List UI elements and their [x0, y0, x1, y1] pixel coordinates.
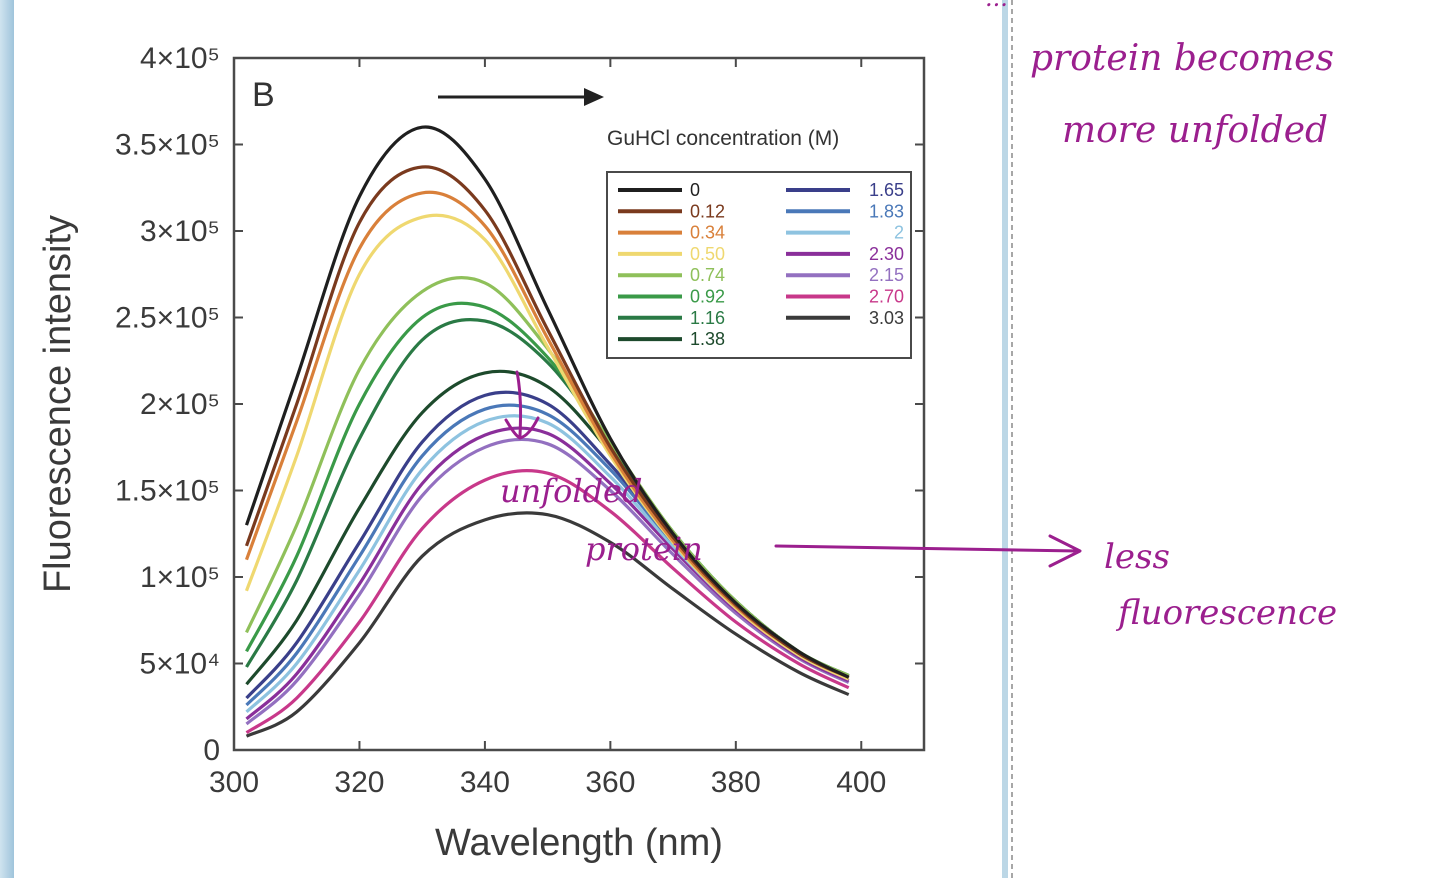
legend-label: 1.16 — [690, 308, 725, 328]
note-mid-line2: protein — [585, 530, 703, 568]
series-line-2.70 — [245, 469, 850, 735]
legend-label: 1.38 — [690, 329, 725, 349]
x-tick-label: 380 — [711, 766, 761, 799]
x-axis-title: Wavelength (nm) — [435, 822, 723, 864]
legend-label: 0.92 — [690, 287, 725, 307]
handwritten-annotations: ... protein becomes more unfolded unfold… — [500, 0, 1337, 633]
y-tick-label: 2×10⁵ — [140, 388, 220, 421]
panel-label: B — [252, 76, 275, 114]
down-arrow-ink — [504, 370, 540, 440]
x-tick-label: 400 — [836, 766, 886, 799]
legend-label: 2.15 — [869, 265, 904, 285]
series-line-2.15 — [245, 437, 850, 726]
legend-label: 0.34 — [690, 223, 725, 243]
legend-label: 2.30 — [869, 244, 904, 264]
y-tick-label: 1.5×10⁵ — [115, 475, 220, 508]
series-line-0 — [244, 125, 850, 679]
legend-label: 0.12 — [690, 201, 725, 221]
legend-label: 1.65 — [869, 180, 904, 200]
x-tick-label: 320 — [334, 766, 384, 799]
right-edge-strip — [1002, 0, 1008, 878]
series-line-3.03 — [245, 511, 850, 738]
x-tick-label: 300 — [209, 766, 259, 799]
y-tick-label: 0 — [203, 734, 220, 767]
y-tick-label: 5×10⁴ — [140, 648, 220, 681]
y-axis-title: Fluorescence intensity — [37, 215, 79, 593]
legend-label: 1.83 — [869, 201, 904, 221]
x-axis-ticks: 300 320 340 360 380 400 — [209, 58, 886, 799]
y-tick-label: 3.5×10⁵ — [115, 129, 220, 162]
note-mid-line1: unfolded — [500, 472, 642, 510]
legend-label: 2.70 — [869, 287, 904, 307]
legend-label: 0 — [690, 180, 700, 200]
legend-items: 00.120.340.500.740.921.161.381.651.8322.… — [618, 180, 904, 349]
side-arrow-ink — [774, 534, 1082, 568]
legend-title: GuHCl concentration (M) — [607, 127, 839, 150]
legend-label: 3.03 — [869, 308, 904, 328]
legend-label: 0.74 — [690, 265, 725, 285]
note-side-line2: fluorescence — [1115, 593, 1337, 633]
note-top-partial: ... — [985, 0, 1008, 12]
series-lines — [244, 125, 850, 738]
y-tick-label: 4×10⁵ — [140, 42, 220, 75]
figure-panel — [14, 10, 1004, 878]
y-axis-ticks: 0 5×10⁴ 1×10⁵ 1.5×10⁵ 2×10⁵ 2.5×10⁵ 3×10⁵ 3.5×1… — [115, 42, 924, 767]
x-tick-label: 340 — [460, 766, 510, 799]
legend-box — [606, 171, 912, 359]
note-top-line1: protein becomes — [1030, 38, 1334, 79]
legend-label: 0.50 — [690, 244, 725, 264]
note-top-line2: more unfolded — [1062, 110, 1328, 151]
y-tick-label: 3×10⁵ — [140, 215, 220, 248]
y-tick-label: 1×10⁵ — [140, 561, 220, 594]
trend-arrow — [438, 88, 604, 106]
left-edge-strip — [0, 0, 14, 878]
note-side-line1: less — [1104, 537, 1170, 577]
legend-label: 2 — [894, 223, 904, 243]
x-tick-label: 360 — [585, 766, 635, 799]
y-tick-label: 2.5×10⁵ — [115, 302, 220, 335]
